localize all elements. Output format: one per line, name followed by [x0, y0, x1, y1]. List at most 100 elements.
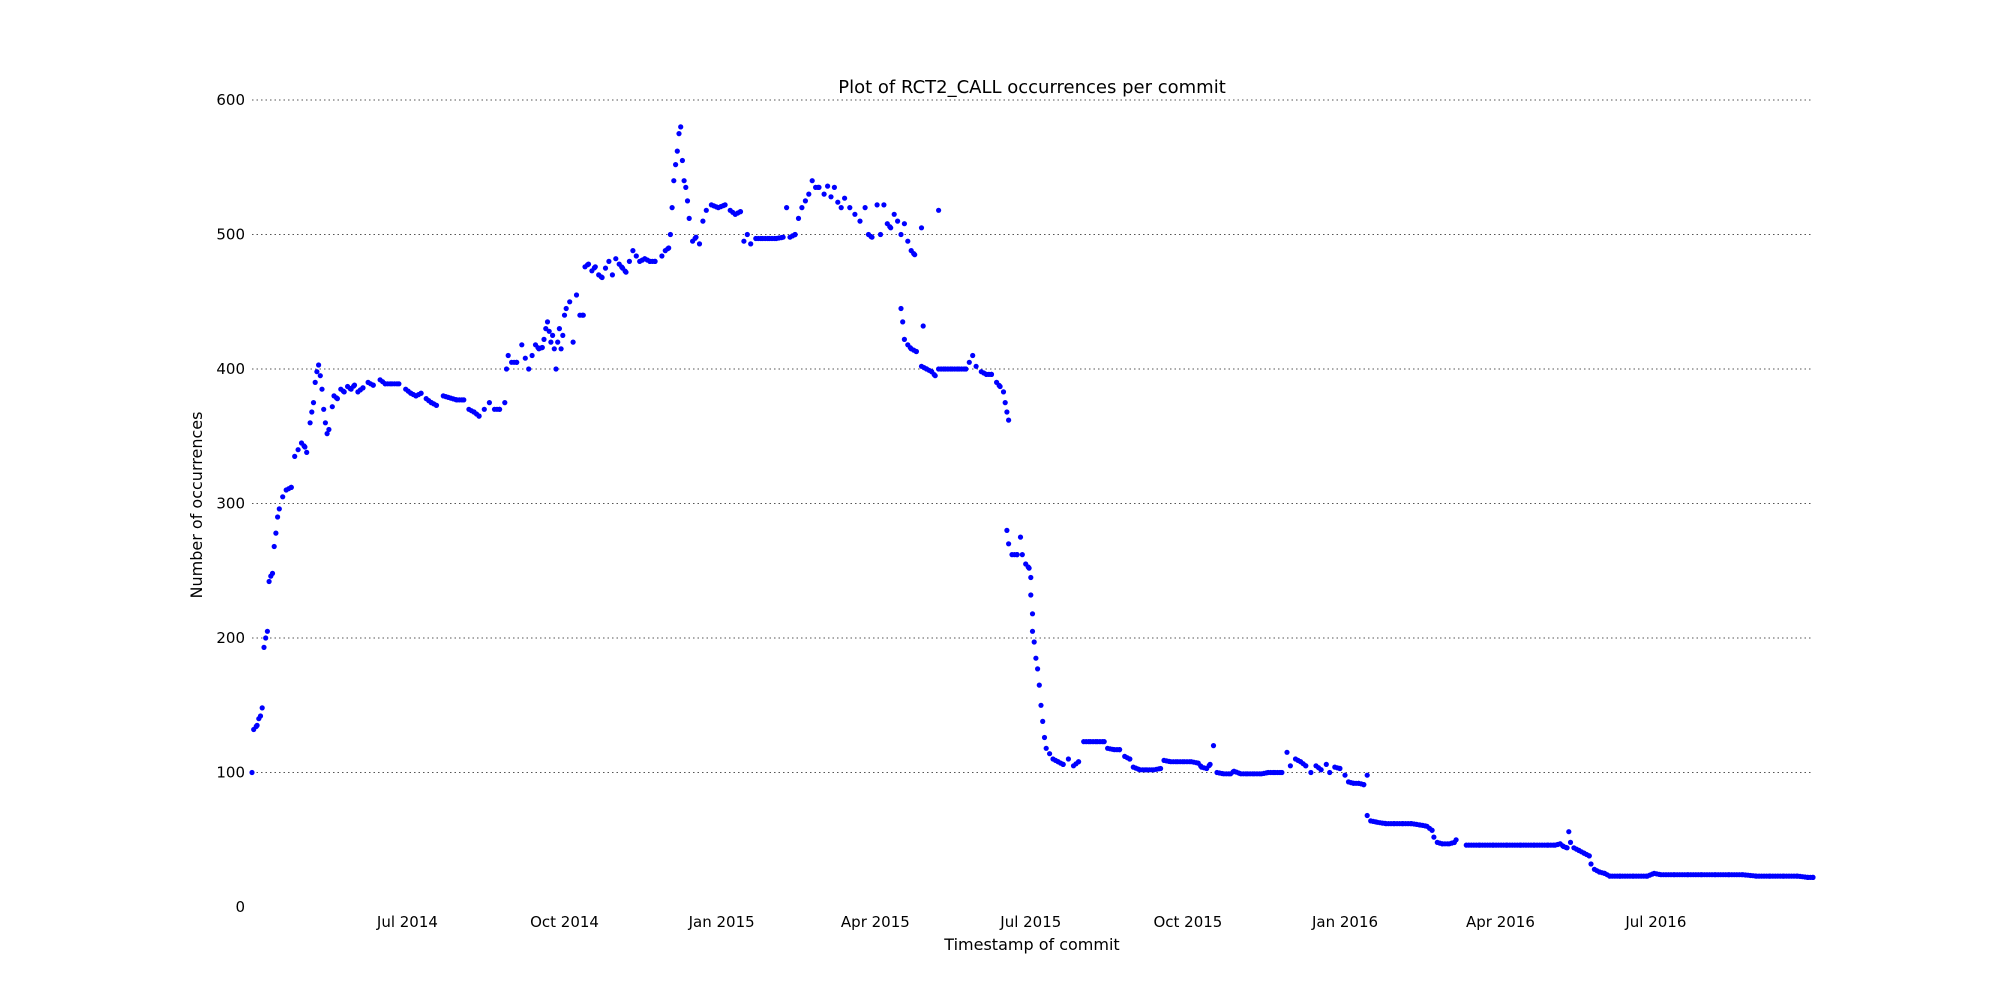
data-point — [396, 381, 402, 387]
data-point — [526, 366, 532, 372]
data-point — [828, 194, 834, 200]
data-point — [324, 431, 330, 437]
data-point — [1033, 655, 1039, 661]
data-point — [1323, 761, 1329, 768]
data-point — [1035, 666, 1041, 672]
data-point — [271, 543, 277, 550]
data-point — [553, 366, 559, 372]
data-point — [630, 248, 636, 254]
data-point — [370, 382, 376, 388]
data-point — [970, 352, 976, 359]
data-point — [1303, 763, 1309, 769]
data-point — [857, 218, 863, 224]
data-point — [1028, 574, 1034, 581]
data-point — [1567, 839, 1574, 846]
data-point — [831, 184, 838, 190]
data-point — [869, 234, 875, 240]
y-tick-label: 600 — [216, 91, 245, 109]
data-point — [669, 205, 675, 211]
data-point — [602, 265, 609, 271]
y-tick-label: 400 — [216, 360, 245, 378]
data-point — [514, 359, 520, 365]
data-point — [1308, 769, 1314, 776]
data-point — [1101, 739, 1107, 745]
data-point — [1019, 552, 1025, 558]
data-point — [1287, 763, 1293, 769]
data-point — [254, 722, 260, 729]
data-point — [888, 225, 894, 231]
data-point — [1028, 592, 1034, 598]
data-points — [249, 124, 1816, 881]
data-point — [816, 184, 822, 190]
data-point — [881, 202, 887, 208]
data-point — [784, 205, 790, 211]
data-point — [901, 336, 908, 342]
data-point — [585, 261, 592, 267]
data-point — [1004, 409, 1010, 415]
data-point — [276, 506, 282, 512]
data-point — [263, 635, 269, 641]
data-point — [580, 312, 586, 318]
x-axis-ticks: Jul 2014 Oct 2014 Jan 2015 Apr 2015 Jul 2015… — [376, 913, 1687, 931]
data-point — [703, 207, 709, 213]
data-point — [1431, 834, 1437, 840]
data-point — [1207, 761, 1213, 768]
data-point — [802, 198, 809, 204]
x-tick-label: Oct 2015 — [1153, 913, 1222, 931]
data-point — [686, 215, 692, 221]
data-point — [546, 328, 552, 334]
data-point — [326, 426, 332, 433]
data-point — [825, 183, 831, 189]
data-point — [563, 305, 569, 312]
data-point — [570, 339, 576, 345]
data-point — [696, 241, 703, 247]
data-point — [898, 231, 904, 238]
y-tick-label: 300 — [216, 495, 245, 513]
x-tick-label: Jul 2014 — [376, 913, 438, 931]
data-point — [1041, 734, 1048, 741]
data-point — [666, 245, 672, 251]
data-point — [912, 252, 918, 258]
data-point — [1060, 761, 1066, 768]
data-point — [269, 570, 276, 577]
data-point — [1337, 765, 1343, 772]
data-point — [1284, 749, 1290, 755]
data-point — [673, 162, 679, 168]
data-point — [1043, 745, 1049, 751]
data-point — [795, 215, 802, 221]
data-point — [936, 207, 942, 213]
data-point — [693, 234, 699, 240]
data-point — [997, 383, 1003, 390]
data-point — [316, 362, 322, 368]
data-point — [1158, 765, 1164, 772]
data-point — [891, 211, 897, 217]
data-point — [1279, 769, 1285, 776]
data-point — [556, 326, 563, 332]
data-point — [1364, 772, 1370, 778]
data-point — [683, 184, 689, 190]
data-point — [481, 406, 487, 412]
data-point — [341, 389, 347, 395]
data-point — [679, 157, 686, 164]
data-point — [314, 369, 320, 375]
data-point — [541, 336, 547, 342]
data-point — [573, 292, 580, 298]
data-point — [1364, 812, 1370, 819]
data-point — [264, 628, 270, 634]
data-point — [312, 379, 318, 385]
data-point — [310, 400, 317, 406]
x-tick-label: Oct 2014 — [530, 913, 599, 931]
data-point — [966, 359, 972, 365]
data-point — [280, 494, 286, 500]
data-point — [544, 319, 551, 325]
data-point — [988, 371, 995, 377]
x-tick-label: Jan 2015 — [688, 913, 755, 931]
data-point — [862, 205, 868, 211]
data-point — [684, 198, 691, 204]
data-point — [599, 274, 605, 281]
data-point — [1036, 682, 1042, 688]
data-point — [1006, 541, 1012, 547]
data-point — [558, 346, 564, 352]
y-axis-label: Number of occurrences — [187, 412, 206, 599]
data-point — [652, 258, 658, 264]
